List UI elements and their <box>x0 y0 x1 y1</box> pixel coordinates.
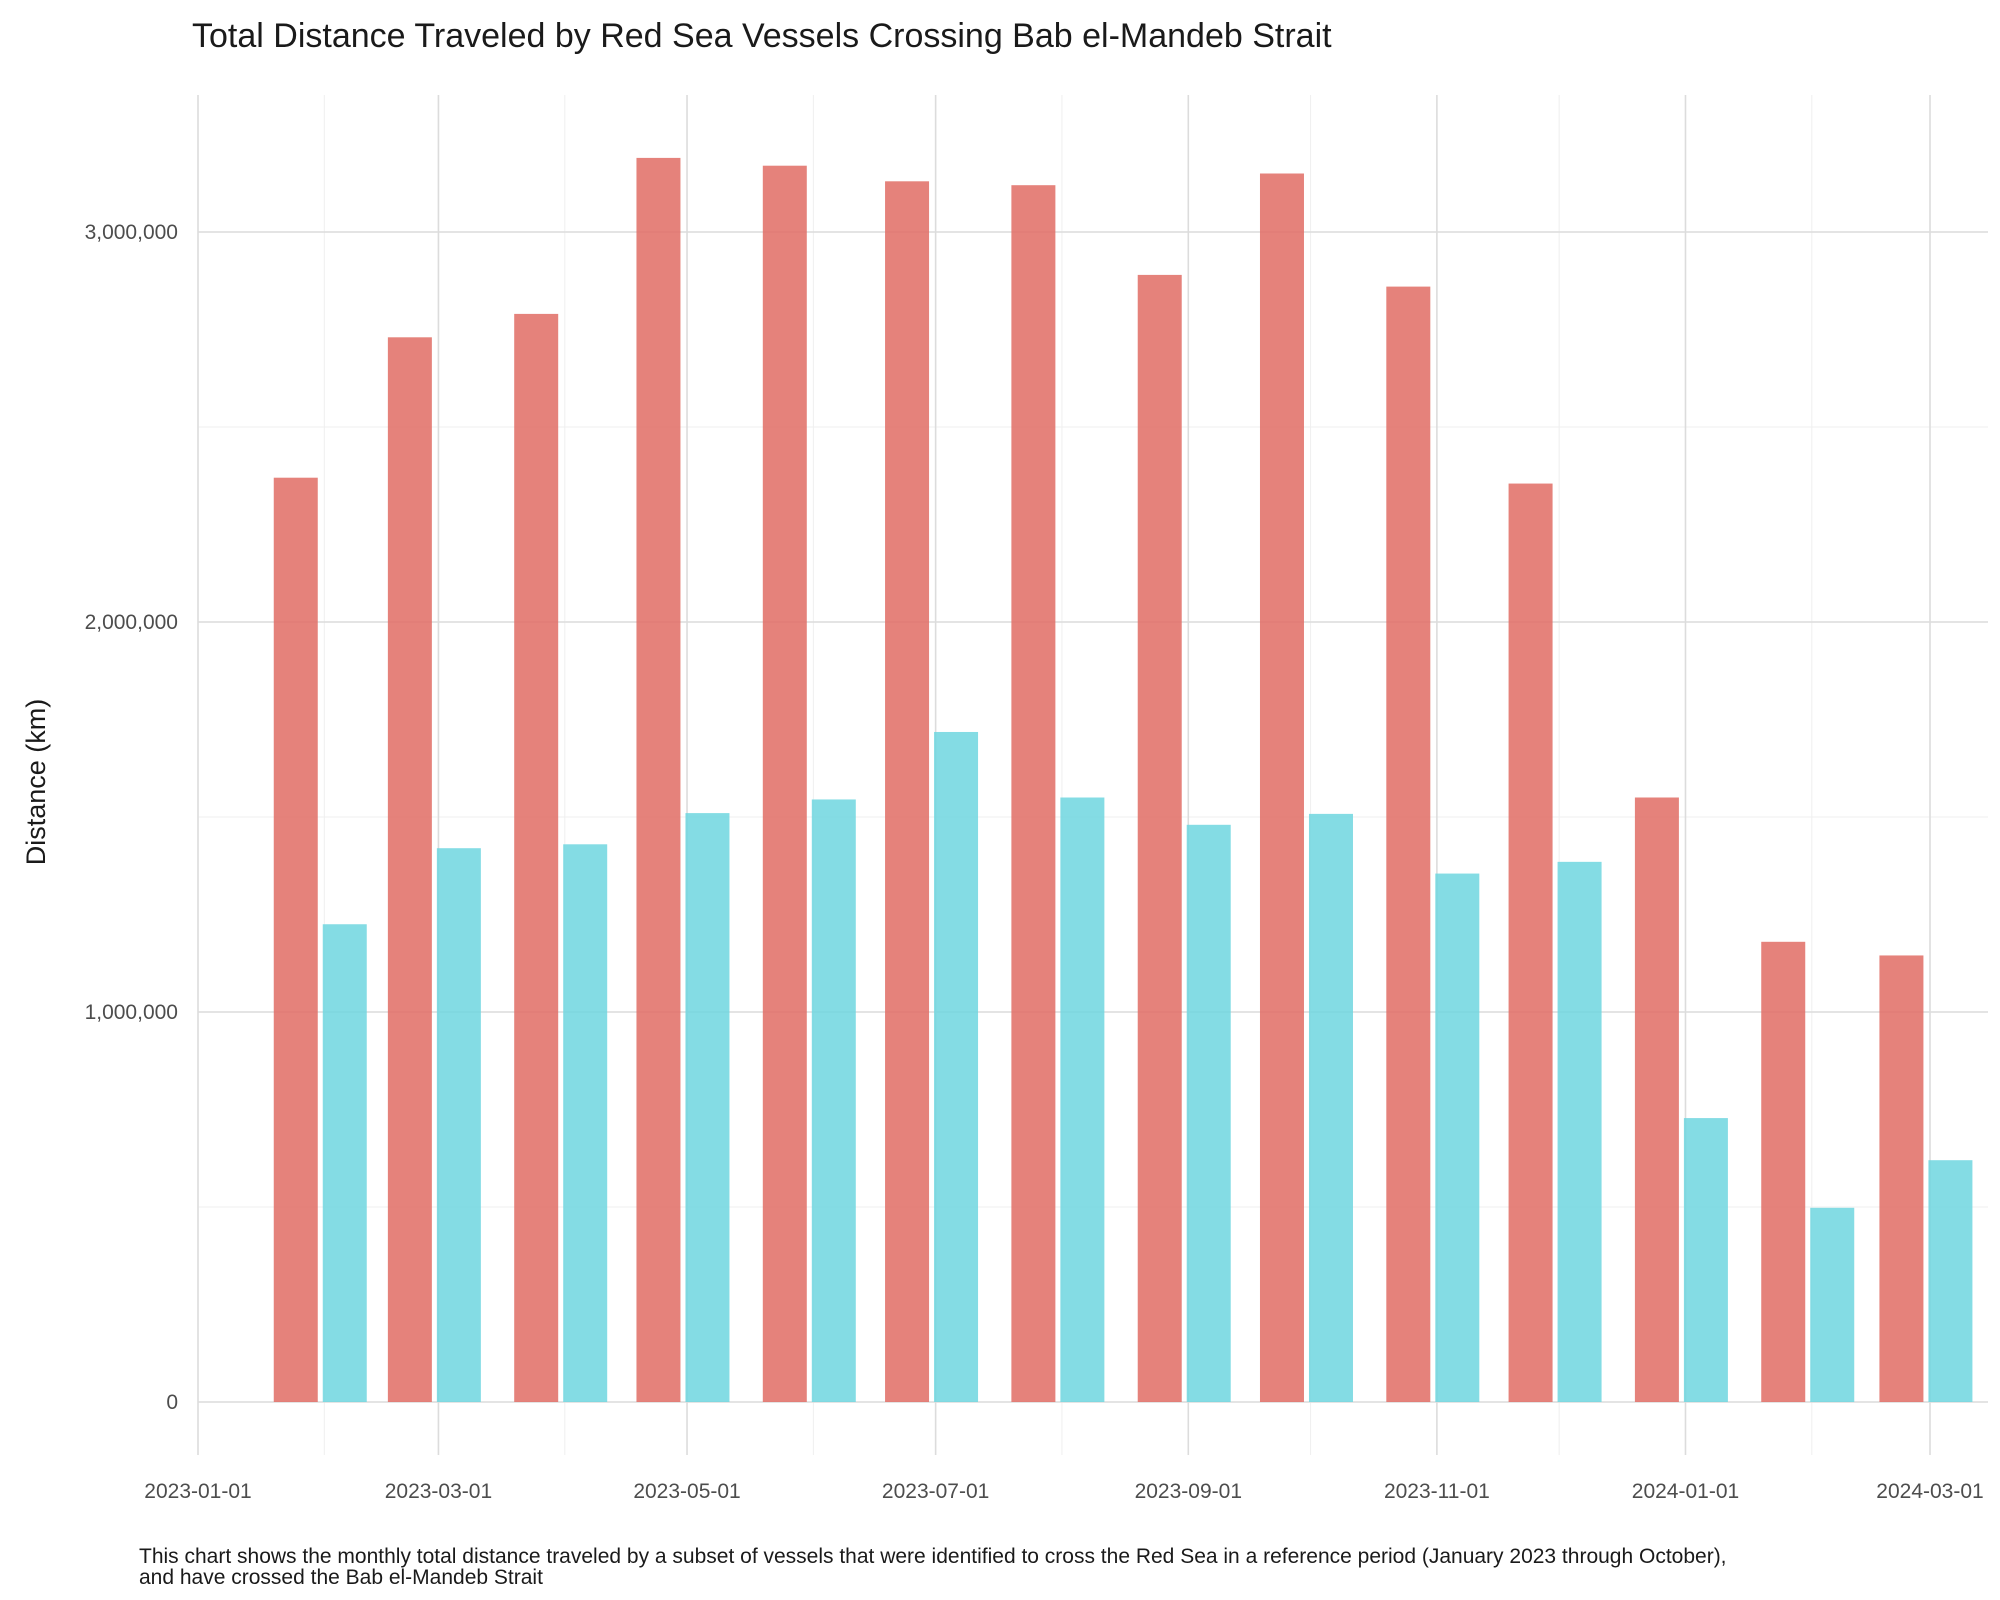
bar-series-2 <box>1810 1207 1855 1402</box>
x-tick-label: 2023-07-01 <box>882 1480 989 1503</box>
bar-series-2 <box>685 813 730 1402</box>
chart-title: Total Distance Traveled by Red Sea Vesse… <box>192 17 1332 55</box>
x-axis-ticks: 2023-01-01 2023-03-01 2023-05-01 2023-07-01… <box>144 1480 1983 1503</box>
bar-series-1 <box>1386 286 1431 1403</box>
bar-series-1 <box>1879 955 1924 1402</box>
bar-series-1 <box>1137 274 1182 1402</box>
bar-series-1 <box>514 313 559 1402</box>
bar-series-1 <box>387 337 432 1402</box>
bar-series-2 <box>1060 797 1105 1402</box>
bar-series-2 <box>1186 824 1231 1402</box>
bar-series-1 <box>1508 483 1553 1402</box>
x-tick-label: 2023-11-01 <box>1384 1480 1490 1503</box>
bar-series-1 <box>636 157 681 1402</box>
x-tick-label: 2023-03-01 <box>385 1480 492 1503</box>
bar-series-2 <box>1308 813 1353 1402</box>
x-tick-label: 2024-01-01 <box>1632 1480 1739 1503</box>
bars <box>273 157 1973 1403</box>
bar-series-2 <box>322 924 367 1402</box>
caption-line-1: This chart shows the monthly total dista… <box>139 1545 1727 1568</box>
bar-series-1 <box>1761 941 1806 1402</box>
y-tick-label: 1,000,000 <box>85 1001 178 1024</box>
bar-series-1 <box>273 477 318 1402</box>
bar-series-1 <box>762 165 807 1403</box>
x-tick-label: 2023-09-01 <box>1135 1480 1242 1503</box>
y-tick-label: 3,000,000 <box>85 221 178 244</box>
y-axis-title: Distance (km) <box>21 699 51 866</box>
bar-series-2 <box>1435 873 1480 1402</box>
caption-line-2: and have crossed the Bab el-Mandeb Strai… <box>139 1566 543 1589</box>
bar-series-2 <box>1557 861 1602 1402</box>
x-tick-label: 2023-01-01 <box>144 1480 251 1503</box>
bar-series-1 <box>1634 797 1679 1402</box>
y-tick-label: 0 <box>166 1391 178 1414</box>
bar-series-1 <box>885 181 930 1402</box>
bar-series-2 <box>1683 1118 1728 1402</box>
bar-series-1 <box>1011 185 1056 1403</box>
bar-series-1 <box>1259 173 1304 1402</box>
bar-series-2 <box>436 848 481 1402</box>
y-tick-label: 2,000,000 <box>85 611 178 634</box>
x-tick-label: 2024-03-01 <box>1876 1480 1983 1503</box>
bar-series-2 <box>934 731 979 1402</box>
bar-series-2 <box>563 844 608 1402</box>
x-tick-label: 2023-05-01 <box>633 1480 740 1503</box>
bar-series-2 <box>811 799 856 1402</box>
y-axis-ticks: 0 1,000,000 2,000,000 3,000,000 <box>85 221 178 1414</box>
bar-series-2 <box>1928 1160 1973 1402</box>
